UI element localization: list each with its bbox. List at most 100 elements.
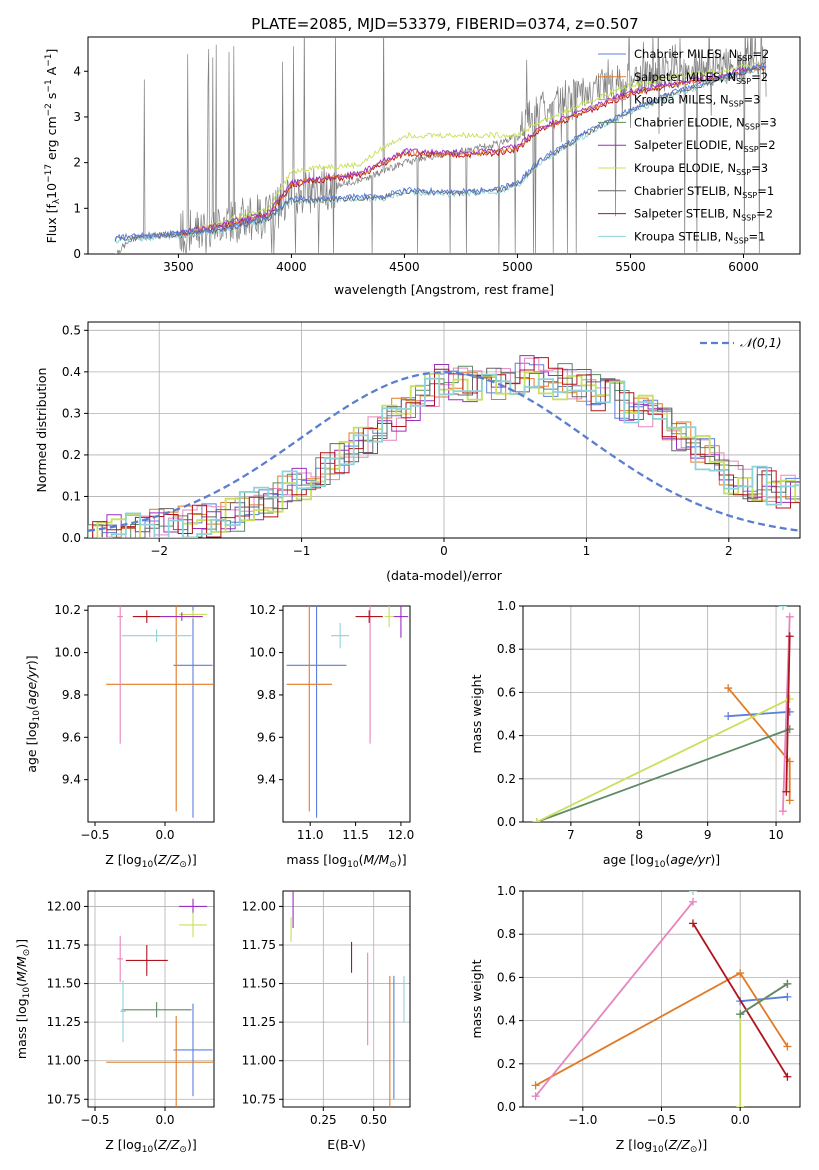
legend-tail: =1 [749, 229, 766, 243]
x-tick-label: −2 [150, 544, 168, 558]
weight-marker-salpeter_stelib [785, 632, 794, 641]
y-tick-label: 0.6 [497, 685, 516, 699]
x-tick-label: 0.0 [155, 828, 174, 842]
y-axis-label: Flux [fλ10−17 erg cm−2 s−1 A−1] [44, 49, 62, 244]
histogram-salpeter_stelib [92, 357, 800, 538]
legend-label-kroupa_elodie: Kroupa ELODIE, NSSP=3 [634, 161, 768, 177]
x-axis-label: Z [log10(Z/Z⊙)] [616, 1137, 707, 1155]
legend-sub: SSP [741, 214, 756, 223]
y-tick-label: 11.00 [242, 1054, 276, 1068]
x-tick-label: 0.25 [310, 1113, 337, 1127]
plot-area [290, 891, 405, 1107]
legend-tail: =2 [759, 138, 776, 152]
y-tick-label: 9.8 [257, 688, 276, 702]
legend-text: Chabrier MILES, N [634, 47, 737, 61]
legend-text: Kroupa ELODIE, N [634, 161, 736, 175]
legend-text: Chabrier ELODIE, N [634, 115, 745, 129]
x-tick-label: 0 [440, 544, 448, 558]
y-tick-label: 11.50 [242, 977, 276, 991]
mass-vs-metallicity-panel: −0.5 0.0 10.75 11.00 11.25 11.50 11.75 12.00 Z [… [14, 890, 215, 1155]
legend-tail: =3 [744, 93, 761, 107]
weight-marker-chabrier_miles [724, 712, 733, 721]
y-tick-label: 4 [73, 64, 81, 78]
model-spectrum-salpeter_elodie [178, 61, 766, 235]
y-tick-label: 0.0 [62, 531, 81, 545]
x-axis-label: Z [log10(Z/Z⊙)] [105, 852, 196, 870]
model-spectrum-kroupa_elodie [178, 61, 766, 238]
legend-label-kroupa_stelib: Kroupa STELIB, NSSP=1 [634, 229, 765, 245]
massweight-vs-age-panel: 7 8 9 10 0.0 0.2 0.4 0.6 0.8 1.0 age [log10(age/yr… [469, 599, 801, 870]
weight-marker-chabrier_elodie [783, 979, 792, 988]
weight-line-kroupa_elodie [739, 983, 788, 1107]
weight-marker-salpeter_stelib [782, 787, 791, 796]
y-tick-label: 1 [73, 201, 81, 215]
weight-marker-kroupa_miles [785, 612, 794, 621]
axes-frame [282, 890, 411, 1108]
x-tick-label: 3500 [163, 260, 194, 274]
legend-text: Salpeter STELIB, N [634, 207, 741, 221]
x-tick-label: 2 [725, 544, 733, 558]
legend-sub: SSP [734, 236, 749, 245]
x-tick-label: −0.5 [80, 1113, 109, 1127]
y-tick-label: 10.75 [47, 1092, 81, 1106]
legend-label-kroupa_miles: Kroupa MILES, NSSP=3 [634, 93, 760, 109]
observed-spectrum [115, 37, 767, 254]
age-vs-metallicity-panel: −0.5 0.0 9.4 9.6 9.8 10.0 10.2 Z [log10(Z/Z⊙)] a… [24, 603, 215, 870]
legend-sub: SSP [736, 77, 751, 86]
weight-line-kroupa_elodie [536, 698, 791, 822]
legend-text: Chabrier STELIB, N [634, 184, 742, 198]
histogram-kroupa_elodie [96, 371, 800, 538]
y-tick-label: 10.0 [54, 646, 81, 660]
x-axis-label: mass [log10(M/M⊙)] [286, 852, 406, 870]
model-spectrum-chabrier_miles [114, 61, 767, 242]
legend-sub: SSP [736, 168, 751, 177]
axes-frame [522, 605, 801, 823]
legend-tail: =2 [752, 47, 769, 61]
x-tick-label: 5000 [502, 260, 533, 274]
histogram-kroupa_stelib [97, 373, 800, 538]
histogram-kroupa_miles [97, 357, 800, 538]
x-tick-label: 10 [768, 828, 783, 842]
weight-line-salpeter_miles [727, 687, 791, 801]
x-tick-label: 4000 [276, 260, 307, 274]
axes-frame [87, 321, 801, 539]
legend-tail: =3 [760, 115, 777, 129]
y-tick-label: 11.75 [242, 938, 276, 952]
y-tick-label: 10.0 [249, 646, 276, 660]
legend-text: Salpeter MILES, N [634, 70, 736, 84]
axes-frame [282, 605, 411, 823]
x-tick-label: −0.5 [80, 828, 109, 842]
y-tick-label: 11.50 [47, 977, 81, 991]
weight-line-chabrier_elodie [536, 728, 791, 822]
weight-marker-kroupa_miles [688, 897, 697, 906]
y-tick-label: 0.0 [497, 1100, 516, 1114]
weight-marker-kroupa_elodie [736, 1103, 745, 1107]
legend-tail: =2 [751, 70, 768, 84]
y-tick-label: 0.0 [497, 815, 516, 829]
plot-area [532, 606, 794, 822]
y-tick-label: 0.1 [62, 489, 81, 503]
weight-marker-salpeter_miles [785, 796, 794, 805]
y-tick-label: 0.2 [497, 772, 516, 786]
legend-text: Kroupa STELIB, N [634, 229, 734, 243]
legend-tail: =3 [751, 161, 768, 175]
massweight-vs-metallicity-panel: −1.0 −0.5 0.0 0.0 0.2 0.4 0.6 0.8 1.0 Z [log10(Z/… [469, 884, 801, 1155]
weight-marker-salpeter_stelib [783, 1072, 792, 1081]
weight-marker-kroupa_stelib [778, 606, 787, 610]
x-axis-label: wavelength [Angstrom, rest frame] [334, 282, 554, 297]
x-tick-label: −0.5 [647, 1113, 676, 1127]
mass-vs-ebv-panel: 0.25 0.50 10.75 11.00 11.25 11.50 11.75 12.00 E(… [242, 890, 411, 1152]
y-tick-label: 9.4 [62, 773, 81, 787]
x-tick-label: 0.50 [360, 1113, 387, 1127]
y-tick-label: 0 [73, 247, 81, 261]
weight-marker-chabrier_miles [783, 992, 792, 1001]
y-tick-label: 9.8 [62, 688, 81, 702]
weight-marker-salpeter_miles [736, 969, 745, 978]
weight-marker-salpeter_miles [724, 684, 733, 693]
y-tick-label: 1.0 [497, 599, 516, 613]
y-tick-label: 10.2 [54, 603, 81, 617]
axes-frame [87, 36, 801, 255]
legend-sub: SSP [729, 100, 744, 109]
legend-label-salpeter_miles: Salpeter MILES, NSSP=2 [634, 70, 768, 86]
